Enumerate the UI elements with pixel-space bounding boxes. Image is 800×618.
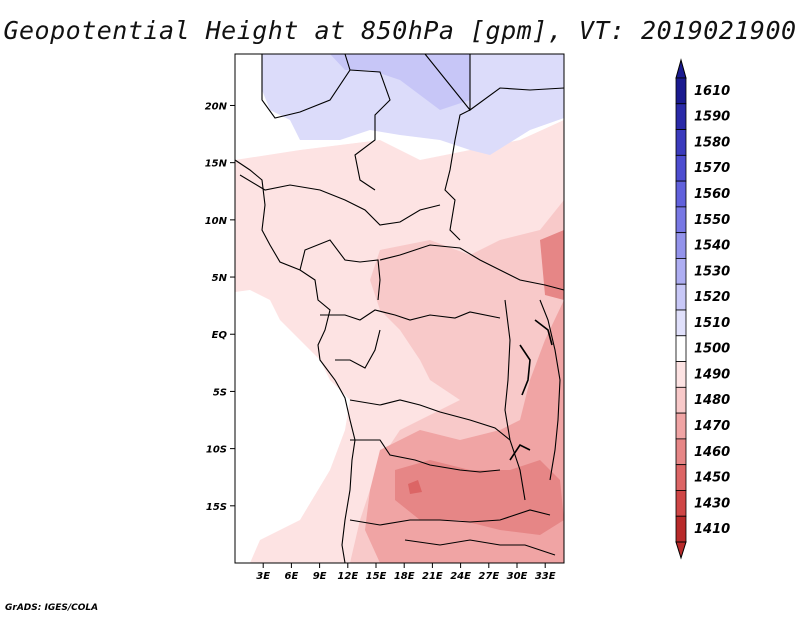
- colorbar-label: 1610: [694, 84, 730, 99]
- colorbar-label: 1430: [694, 496, 730, 511]
- lat-label: EQ: [212, 330, 228, 341]
- colorbar-label: 1450: [694, 471, 730, 486]
- lon-label: 3E: [256, 571, 270, 582]
- country-borders: [234, 53, 565, 564]
- colorbar-segment: [675, 258, 687, 285]
- lat-label: 15N: [205, 159, 228, 170]
- colorbar-segment: [675, 103, 687, 130]
- lat-label: 5N: [212, 273, 228, 284]
- colorbar-segment: [675, 361, 687, 388]
- grads-credit: GrADS: IGES/COLA: [5, 603, 99, 613]
- colorbar-label: 1540: [694, 239, 730, 254]
- colorbar-label: 1590: [694, 110, 730, 125]
- lakes: [509, 319, 553, 461]
- colorbar-segment: [675, 515, 687, 543]
- colorbar-segment: [675, 412, 687, 440]
- lon-label: 12E: [337, 571, 358, 582]
- contour-1520: [262, 54, 564, 155]
- colorbar-label: 1470: [694, 419, 730, 434]
- colorbar-segment: [675, 283, 687, 311]
- colorbar-label: 1570: [694, 161, 730, 176]
- lon-label: 9E: [313, 571, 327, 582]
- colorbar-label: 1480: [694, 393, 730, 408]
- axes: 20N 15N 10N 5N EQ 5S 10S 15S 3E 6E 9E 12E 15E 18E 21E 2…: [205, 101, 556, 582]
- colorbar-label: 1580: [694, 135, 730, 150]
- lon-label: 27E: [478, 571, 499, 582]
- colorbar-label: 1410: [694, 522, 730, 537]
- contour-1470-east: [540, 230, 564, 300]
- contour-1530: [330, 54, 470, 110]
- colorbar-bottom-arrow: [675, 541, 687, 560]
- colorbar-segment: [675, 438, 687, 466]
- lon-label: 24E: [450, 571, 471, 582]
- contour-1460: [408, 480, 422, 494]
- colorbar-label: 1530: [694, 264, 730, 279]
- lat-label: 10S: [206, 445, 227, 456]
- colorbar-label: 1510: [694, 316, 730, 331]
- colorbar-segment: [675, 464, 687, 491]
- colorbar-segment: [675, 386, 687, 414]
- plot-title: Geopotential Height at 850hPa [gpm], VT:…: [3, 16, 797, 45]
- colorbar-label: 1460: [694, 445, 730, 460]
- lon-label: 6E: [285, 571, 299, 582]
- lat-label: 15S: [206, 502, 227, 513]
- colorbar-segment: [675, 335, 687, 362]
- colorbar-segment: [675, 309, 687, 337]
- lon-label: 21E: [422, 571, 443, 582]
- lon-label: 33E: [535, 571, 556, 582]
- lat-label: 5S: [213, 387, 227, 398]
- colorbar-segment: [675, 490, 687, 517]
- colorbar-top-arrow: [675, 58, 687, 79]
- lat-label: 20N: [205, 101, 228, 112]
- lon-label: 18E: [394, 571, 415, 582]
- lon-label: 30E: [507, 571, 528, 582]
- colorbar-label: 1550: [694, 213, 730, 228]
- lat-label: 10N: [205, 216, 228, 227]
- colorbar-segment: [675, 129, 687, 156]
- colorbar-segment: [675, 180, 687, 208]
- colorbar-segment: [675, 232, 687, 259]
- height-field: [235, 54, 564, 563]
- colorbar-label: 1490: [694, 367, 730, 382]
- colorbar-label: 1500: [694, 342, 730, 357]
- colorbar-label: 1520: [694, 290, 730, 305]
- colorbar-segment: [675, 77, 687, 105]
- lon-label: 15E: [366, 571, 387, 582]
- colorbar-label: 1560: [694, 187, 730, 202]
- colorbar-segment: [675, 206, 687, 234]
- colorbar-segment: [675, 154, 687, 182]
- map-frame: [234, 53, 565, 564]
- colorbar: 1610 1590 1580 1570 1560 1550 1540 1530 1520 1510…: [675, 58, 730, 560]
